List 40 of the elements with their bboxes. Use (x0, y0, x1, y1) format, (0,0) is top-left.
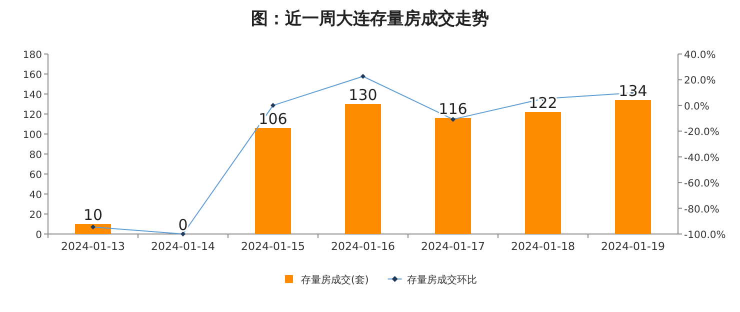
legend-label: 存量房成交环比 (406, 274, 477, 286)
x-tick-label: 2024-01-18 (511, 240, 575, 253)
x-tick-label: 2024-01-14 (151, 240, 215, 253)
y2-tick-label: 0.0% (684, 101, 710, 112)
y2-tick-label: -20.0% (684, 127, 720, 138)
bar (435, 118, 471, 234)
y-tick-label: 180 (22, 50, 42, 61)
y-tick-label: 60 (29, 170, 42, 181)
data-label: 130 (348, 86, 378, 104)
x-tick-label: 2024-01-13 (61, 240, 125, 253)
y2-tick-label: -60.0% (684, 178, 720, 190)
y-tick-label: 80 (29, 150, 42, 161)
x-tick-label: 2024-01-17 (421, 240, 485, 253)
bar (255, 128, 291, 234)
bar (615, 100, 651, 234)
bar (525, 112, 561, 234)
y2-tick-label: -100.0% (684, 230, 726, 241)
data-label: 122 (528, 94, 558, 112)
y-tick-label: 40 (29, 190, 42, 201)
y-tick-label: 20 (29, 210, 42, 221)
data-label: 0 (178, 216, 188, 234)
y-tick-label: 160 (22, 70, 42, 81)
y-tick-label: 100 (22, 130, 42, 141)
y2-tick-label: -80.0% (684, 204, 720, 216)
data-label: 10 (83, 206, 103, 224)
y2-tick-label: 20.0% (684, 76, 716, 87)
x-tick-label: 2024-01-19 (601, 240, 665, 253)
chart-title: 图：近一周大连存量房成交走势 (251, 9, 489, 29)
x-tick-label: 2024-01-16 (331, 240, 395, 253)
legend-label: 存量房成交(套) (301, 274, 369, 286)
y-tick-label: 120 (22, 110, 42, 121)
bar (75, 224, 111, 234)
x-tick-label: 2024-01-15 (241, 240, 305, 253)
y2-tick-label: -40.0% (684, 152, 720, 164)
data-label: 116 (438, 100, 468, 118)
y-tick-label: 0 (36, 230, 42, 241)
bar (345, 104, 381, 234)
y2-tick-label: 40.0% (684, 50, 716, 61)
data-label: 134 (618, 82, 648, 100)
y-tick-label: 140 (22, 90, 42, 101)
